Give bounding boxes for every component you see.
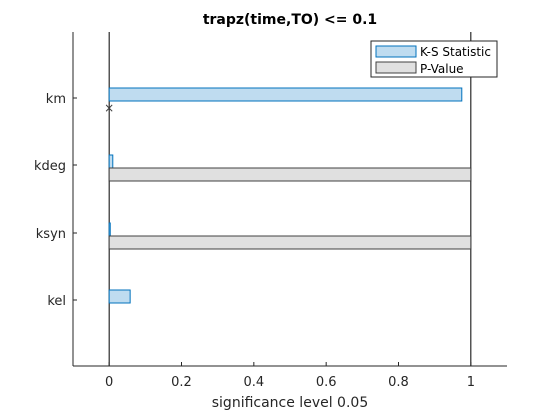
bar-p-value-kdeg bbox=[108, 167, 472, 182]
bar-k-s-statistic-km bbox=[108, 87, 463, 102]
x-tick-label-1: 1 bbox=[467, 375, 475, 390]
marker-km: × bbox=[104, 101, 114, 115]
y-tick-label-kel: kel bbox=[47, 294, 66, 309]
legend: K-S Statistic P-Value bbox=[370, 40, 498, 78]
bar-k-s-statistic-kdeg bbox=[108, 154, 114, 169]
x-ticks: 0 0.2 0.4 0.6 0.8 1 bbox=[105, 362, 475, 390]
y-tick-label-kdeg: kdeg bbox=[34, 159, 66, 174]
legend-label-ks-statistic: K-S Statistic bbox=[420, 45, 491, 59]
plot-layer: × bbox=[104, 32, 472, 366]
legend-swatch-ks-statistic bbox=[375, 45, 417, 58]
y-tick-label-ksyn: ksyn bbox=[36, 227, 66, 242]
y-tick-label-km: km bbox=[46, 92, 66, 107]
legend-label-p-value: P-Value bbox=[420, 62, 464, 76]
bar-p-value-ksyn bbox=[108, 235, 472, 250]
bar-k-s-statistic-kel bbox=[108, 289, 131, 304]
plot-area bbox=[73, 32, 507, 366]
chart-title: trapz(time,TO) <= 0.1 bbox=[203, 12, 377, 28]
legend-swatch-p-value bbox=[375, 61, 417, 74]
bar-k-s-statistic-ksyn bbox=[108, 222, 111, 237]
x-tick-label-0-8: 0.8 bbox=[388, 375, 409, 390]
x-tick-label-0-4: 0.4 bbox=[243, 375, 264, 390]
x-tick-label-0-6: 0.6 bbox=[316, 375, 337, 390]
x-tick-label-0-2: 0.2 bbox=[171, 375, 192, 390]
x-axis-label: significance level 0.05 bbox=[212, 395, 368, 411]
y-ticks: km kdeg ksyn kel bbox=[34, 92, 77, 309]
x-tick-label-0: 0 bbox=[105, 375, 113, 390]
